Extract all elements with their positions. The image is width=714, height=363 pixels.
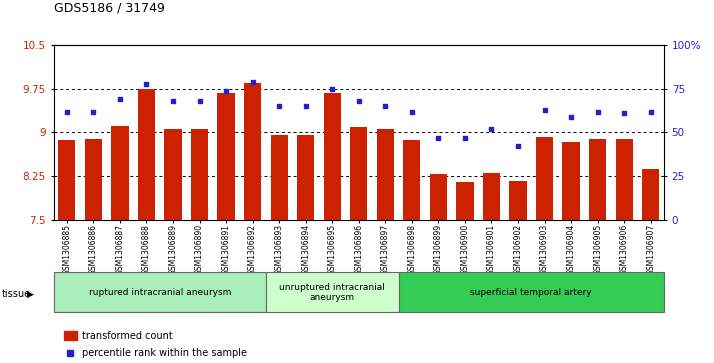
Point <box>353 98 365 104</box>
Point <box>88 109 99 114</box>
Point <box>114 97 126 102</box>
Text: percentile rank within the sample: percentile rank within the sample <box>82 348 247 358</box>
Bar <box>483 173 500 220</box>
Point <box>273 103 285 109</box>
Point <box>167 98 178 104</box>
Point <box>486 126 497 132</box>
Bar <box>218 93 235 220</box>
Bar <box>271 135 288 220</box>
Bar <box>323 93 341 220</box>
Point <box>433 135 444 140</box>
Bar <box>377 129 394 220</box>
Bar <box>563 142 580 220</box>
Bar <box>509 181 527 220</box>
Point <box>406 109 418 114</box>
Bar <box>85 139 102 220</box>
Bar <box>54 272 266 312</box>
Point <box>145 309 156 314</box>
Point <box>513 143 524 149</box>
Bar <box>297 135 314 220</box>
Bar <box>589 139 606 220</box>
Bar <box>536 136 553 220</box>
Point <box>565 114 577 120</box>
Point <box>221 88 232 94</box>
Bar <box>456 182 473 220</box>
Bar <box>191 129 208 220</box>
Bar <box>350 127 368 220</box>
Point <box>247 79 258 85</box>
Text: tissue: tissue <box>1 289 31 299</box>
Point <box>193 98 205 104</box>
Point <box>326 86 338 92</box>
Point <box>300 103 311 109</box>
Point <box>618 110 630 116</box>
Bar <box>430 174 447 220</box>
Point <box>61 109 73 114</box>
Bar <box>615 139 633 220</box>
Point <box>459 135 471 140</box>
Text: transformed count: transformed count <box>82 331 173 341</box>
Bar <box>266 272 398 312</box>
Bar <box>164 129 181 220</box>
Text: ruptured intracranial aneurysm: ruptured intracranial aneurysm <box>89 288 231 297</box>
Bar <box>138 89 155 220</box>
Bar <box>642 168 659 220</box>
Bar <box>398 272 664 312</box>
Text: GDS5186 / 31749: GDS5186 / 31749 <box>54 2 164 15</box>
Point <box>645 109 656 114</box>
Point <box>380 103 391 109</box>
Bar <box>59 140 76 220</box>
Point <box>141 81 152 87</box>
Point <box>592 109 603 114</box>
Text: unruptured intracranial
aneurysm: unruptured intracranial aneurysm <box>279 282 385 302</box>
Text: superficial temporal artery: superficial temporal artery <box>471 288 592 297</box>
Bar <box>111 126 129 220</box>
Bar <box>403 140 421 220</box>
Bar <box>244 83 261 220</box>
Point <box>539 107 550 113</box>
Text: ▶: ▶ <box>27 290 34 298</box>
